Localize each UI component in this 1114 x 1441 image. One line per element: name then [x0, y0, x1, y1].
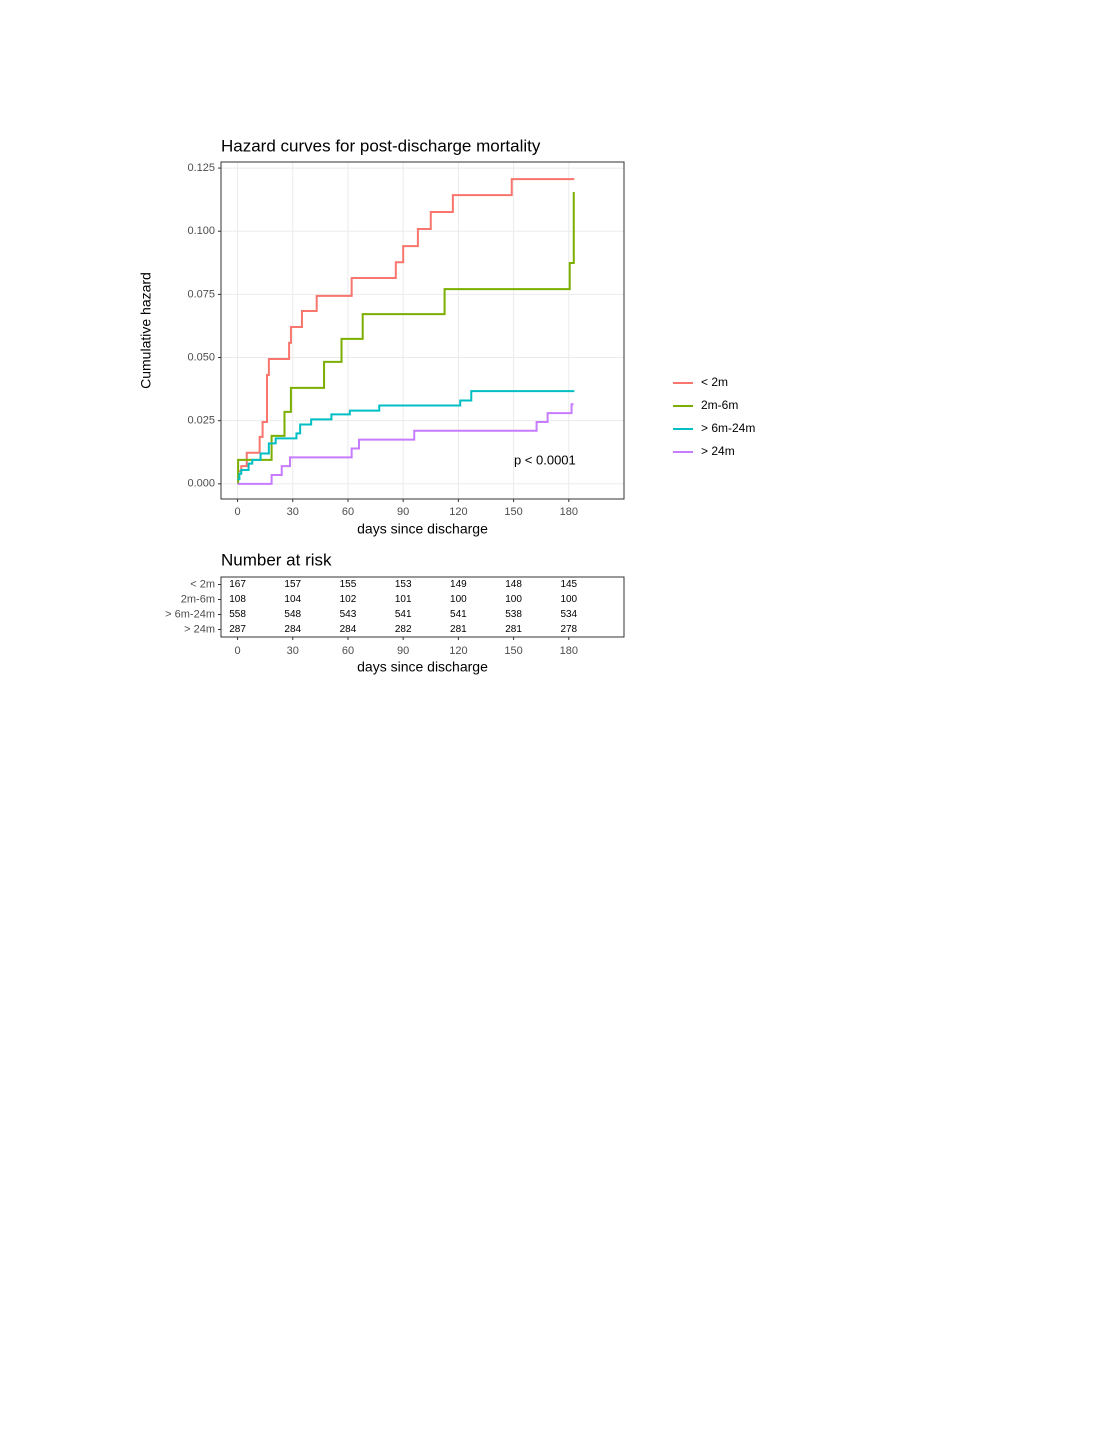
x-tick-label: 120: [449, 506, 467, 518]
x-tick-label: 60: [342, 506, 354, 518]
y-tick-label: 0.125: [187, 162, 215, 174]
risk-count: 101: [395, 594, 412, 605]
chart-title: Hazard curves for post-discharge mortali…: [221, 136, 541, 155]
risk-count: 153: [395, 579, 412, 590]
y-tick-label: 0.050: [187, 351, 215, 363]
x-tick-label: 60: [342, 645, 354, 657]
risk-count: 281: [450, 624, 467, 635]
row-label: 2m-6m: [181, 593, 215, 605]
row-label: > 24m: [184, 623, 215, 635]
risk-count: 558: [229, 609, 246, 620]
annotation: p < 0.0001: [514, 453, 576, 468]
x-tick-label: 0: [234, 645, 240, 657]
x-tick-label: 120: [449, 645, 467, 657]
hazard-line: [237, 178, 575, 473]
x-tick-label: 150: [504, 506, 522, 518]
x-tick-label: 90: [397, 645, 409, 657]
risk-count: 149: [450, 579, 467, 590]
x-axis-label: days since discharge: [357, 521, 488, 537]
x-tick-label: 180: [560, 506, 578, 518]
risk-count: 538: [505, 609, 522, 620]
x-tick-label: 30: [287, 645, 299, 657]
legend-label: < 2m: [701, 375, 728, 389]
risk-count: 281: [505, 624, 522, 635]
risk-count: 100: [505, 594, 522, 605]
risk-count: 541: [395, 609, 412, 620]
risk-count: 534: [560, 609, 577, 620]
risk-count: 543: [340, 609, 357, 620]
plot-background: [221, 162, 624, 499]
y-axis-label: Cumulative hazard: [138, 272, 154, 389]
risk-count: 282: [395, 624, 412, 635]
hazard-line: [237, 390, 575, 481]
risk-count: 100: [450, 594, 467, 605]
risk-count: 100: [560, 594, 577, 605]
x-tick-label: 180: [560, 645, 578, 657]
risk-count: 278: [560, 624, 577, 635]
risk-count: 155: [340, 579, 357, 590]
row-label: > 6m-24m: [165, 608, 215, 620]
risk-count: 287: [229, 624, 246, 635]
x-tick-label: 150: [504, 645, 522, 657]
risk-count: 104: [284, 594, 301, 605]
legend-label: > 24m: [701, 444, 735, 458]
risk-count: 108: [229, 594, 246, 605]
risk-count: 541: [450, 609, 467, 620]
x-tick-label: 90: [397, 506, 409, 518]
x-axis-label: days since discharge: [357, 659, 488, 675]
risk-count: 145: [560, 579, 577, 590]
hazard-line: [237, 192, 575, 485]
y-tick-label: 0.100: [187, 225, 215, 237]
y-tick-label: 0.075: [187, 288, 215, 300]
risk-count: 548: [284, 609, 301, 620]
y-tick-label: 0.025: [187, 415, 215, 427]
table-border: [220, 576, 625, 638]
risk-count: 284: [284, 624, 301, 635]
risk-count: 148: [505, 579, 522, 590]
risk-count: 167: [229, 579, 246, 590]
risk-count: 284: [340, 624, 357, 635]
legend-label: > 6m-24m: [701, 421, 755, 435]
hazard-line: [237, 403, 574, 485]
x-tick-label: 0: [234, 506, 240, 518]
legend-label: 2m-6m: [701, 398, 738, 412]
x-tick-label: 30: [287, 506, 299, 518]
plot-border: [220, 161, 625, 500]
risk-count: 102: [340, 594, 357, 605]
risk-count: 157: [284, 579, 301, 590]
y-tick-label: 0.000: [187, 478, 215, 490]
row-label: < 2m: [190, 578, 215, 590]
table-title: Number at risk: [221, 550, 332, 569]
